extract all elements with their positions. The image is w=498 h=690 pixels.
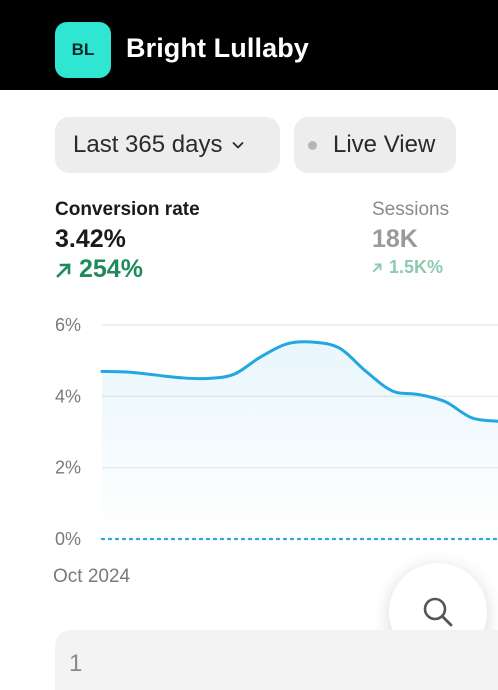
report-card[interactable]: 1 [55, 630, 498, 690]
metric-conversion-rate[interactable]: Conversion rate 3.42% 254% [55, 199, 200, 284]
metric-label: Conversion rate [55, 199, 200, 220]
store-logo[interactable]: BL [55, 22, 111, 78]
arrow-up-right-icon [56, 262, 71, 278]
y-tick-label: 4% [55, 386, 81, 406]
store-logo-initials: BL [71, 40, 95, 59]
arrow-up-right-icon [372, 263, 382, 273]
series-line-current [100, 340, 498, 423]
metric-change: 254% [55, 255, 200, 284]
y-tick-label: 2% [55, 458, 81, 478]
card-rank: 1 [69, 650, 83, 677]
series-area [102, 341, 498, 539]
live-view-label: Live View [333, 131, 436, 158]
live-view-button[interactable]: Live View [294, 117, 456, 173]
y-tick-label: 6% [55, 315, 81, 335]
date-range-label: Last 365 days [73, 131, 223, 158]
metric-change-value: 254% [79, 255, 143, 283]
metric-value: 3.42% [55, 225, 126, 253]
top-bar: BL Bright Lullaby [0, 0, 498, 90]
search-icon [423, 597, 453, 627]
metric-change-value: 1.5K% [389, 257, 444, 277]
conversion-rate-chart[interactable]: 6% 4% 2% 0% Oct 2024 [0, 300, 498, 600]
date-range-selector[interactable]: Last 365 days [55, 117, 280, 173]
live-status-dot [308, 140, 317, 150]
y-tick-label: 0% [55, 529, 81, 549]
metric-sessions[interactable]: Sessions 18K 1.5K% [372, 199, 449, 278]
metric-label: Sessions [372, 199, 450, 220]
chevron-down-icon [233, 142, 244, 149]
metric-change: 1.5K% [372, 257, 449, 278]
store-name[interactable]: Bright Lullaby [126, 33, 309, 63]
metric-value: 18K [372, 225, 418, 253]
x-tick-label: Oct 2024 [53, 566, 131, 587]
